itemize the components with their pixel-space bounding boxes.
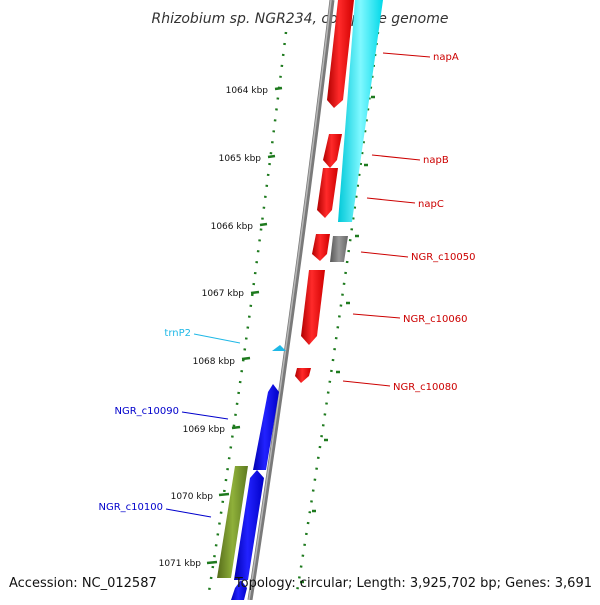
gene-NGR_c10050-grey[interactable] [330,236,348,262]
gene-bottom-blue[interactable] [231,580,247,600]
scale-tick-label: 1069 kbp [183,425,226,435]
gene-label[interactable]: NGR_c10080 [393,382,458,393]
scale-tick-mark [241,356,251,361]
scale-tick-label: 1068 kbp [193,357,236,367]
gene-napA-cyan[interactable] [338,0,383,222]
scale-tick-mark [259,222,268,227]
map-title: Rhizobium sp. NGR234, complete genome [152,11,449,27]
gene-napB[interactable] [323,134,342,168]
gene-trnP2[interactable] [272,345,286,351]
callout-line [165,508,212,518]
scale-tick-label: 1064 kbp [226,86,269,96]
scale-tick-mark [274,86,283,91]
scale-ticks: 1064 kbp 1065 kbp 1066 kbp 1067 kbp 1068 kbp… [159,86,375,584]
inner-right-dotted-track [294,31,380,599]
callout-line [193,333,241,344]
gene-napA[interactable] [327,0,354,108]
callout-line [366,197,416,204]
gene-label[interactable]: NGR_c10100 [99,502,164,513]
scale-tick-label: 1065 kbp [219,154,262,164]
scale-tick-label: 1071 kbp [159,559,202,569]
gene-label[interactable]: napB [423,155,449,166]
gene-label[interactable]: NGR_c10090 [115,406,180,417]
gene-label-callouts: napA napB napC NGR_c10050 NGR_c10060 NGR_c100… [99,52,476,518]
scale-tick-mark [231,425,241,430]
scale-tick-label: 1066 kbp [211,222,254,232]
gene-NGR_c10060[interactable] [301,270,325,345]
callout-line [382,52,431,58]
sequence-backbone [247,0,335,601]
gene-label[interactable]: napA [433,52,459,63]
gene-NGR_c10090[interactable] [253,384,279,470]
forward-strand-features [295,0,383,383]
gene-label[interactable]: NGR_c10060 [403,314,468,325]
callout-line [371,154,421,161]
outer-left-dotted-track [206,31,288,599]
scale-tick-mark [250,290,260,295]
gene-label[interactable]: napC [418,199,444,210]
gene-NGR_c10100-olive[interactable] [217,466,248,578]
accession-text: Accession: NC_012587 [9,576,157,591]
scale-tick-mark [206,560,218,565]
callout-line [181,411,229,420]
callout-line [360,251,409,258]
callout-line [352,313,401,319]
scale-tick-mark [218,492,230,497]
reverse-strand-features [217,384,279,600]
scale-tick-label: 1070 kbp [171,492,214,502]
gene-napC[interactable] [317,168,338,218]
scale-tick-label: 1067 kbp [202,289,245,299]
scale-tick-mark [267,154,276,159]
gene-NGR_c10050[interactable] [312,234,330,261]
gene-NGR_c10100[interactable] [234,470,264,580]
gene-label[interactable]: trnP2 [164,328,191,339]
gene-NGR_c10080[interactable] [295,368,311,383]
callout-line [342,380,391,387]
gene-label[interactable]: NGR_c10050 [411,252,476,263]
sequence-backbone-highlight [248,0,332,601]
topology-text: Topology: circular; Length: 3,925,702 bp… [234,576,592,591]
